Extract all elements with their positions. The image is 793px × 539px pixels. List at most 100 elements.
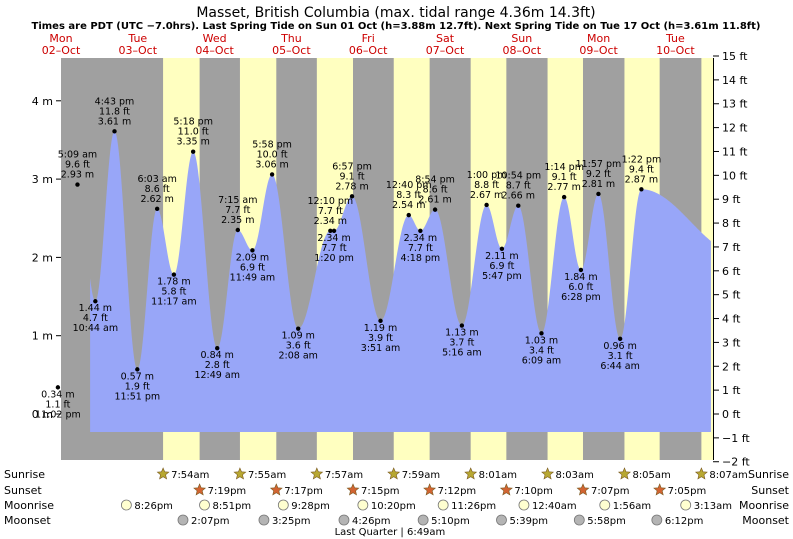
- day-date: 10–Oct: [656, 44, 695, 57]
- tide-label: 7.7 ft: [225, 205, 250, 216]
- day-date: 09–Oct: [579, 44, 618, 57]
- tide-label: 3.61 m: [98, 116, 131, 127]
- day-name: Mon: [587, 32, 610, 45]
- tide-point: [432, 207, 438, 212]
- sunset-time: 7:10pm: [514, 486, 553, 497]
- tide-label: 6.0 ft: [568, 282, 593, 293]
- tide-point: [561, 194, 567, 200]
- moonrise-icon: [357, 499, 369, 511]
- day-name: Sun: [511, 32, 532, 45]
- tide-label: 2.77 m: [547, 182, 580, 193]
- sunset-time: 7:07pm: [591, 486, 630, 497]
- tide-label: 8.8 ft: [474, 180, 499, 191]
- row-label-right: Sunset: [751, 484, 789, 497]
- moonset-icon: [651, 514, 663, 526]
- tide-point: [154, 206, 160, 212]
- tide-label: 8.3 ft: [396, 190, 421, 201]
- day-date: 02–Oct: [42, 44, 81, 57]
- tide-point: [617, 336, 623, 342]
- tide-point: [190, 149, 196, 154]
- tide-point: [269, 172, 275, 177]
- moonset-time: 5:58pm: [587, 516, 626, 527]
- tide-label: 10.0 ft: [257, 149, 288, 160]
- right-tick-label: 1 ft: [722, 384, 741, 397]
- tide-label: 5:16 am: [442, 348, 481, 359]
- tide-label: 11.0 ft: [178, 127, 209, 138]
- row-label-right: Moonset: [742, 514, 789, 527]
- tide-area-path: [90, 131, 711, 432]
- sunset-time: 7:15pm: [361, 486, 400, 497]
- tide-label: 1.09 m: [281, 331, 314, 342]
- tide-label: 1:22 pm: [622, 154, 662, 165]
- tide-point: [406, 212, 411, 218]
- tide-point: [378, 318, 383, 324]
- tide-label: 6:44 am: [600, 361, 639, 372]
- tide-label: 3.9 ft: [368, 333, 393, 344]
- moonset-time: 5:10pm: [431, 516, 470, 527]
- sunrise-time: 7:55am: [248, 470, 286, 481]
- sunset-icon: [346, 483, 360, 496]
- tide-label: 11:57 pm: [576, 159, 622, 170]
- tide-point: [418, 228, 423, 233]
- tide-label: 1.44 m: [79, 303, 112, 314]
- tide-label: 5:18 pm: [173, 117, 213, 128]
- moonrise-time: 3:13am: [694, 501, 732, 512]
- day-headers: Mon02–OctTue03–OctWed04–OctThu05–OctFri0…: [42, 32, 696, 57]
- tide-label: 5:58 pm: [252, 139, 292, 150]
- sunset-icon: [653, 483, 667, 496]
- tide-label: 11:51 pm: [114, 391, 160, 402]
- tide-label: 3.7 ft: [449, 338, 474, 349]
- tide-label: 2.34 m: [317, 233, 350, 244]
- right-tick-label: 10 ft: [722, 169, 748, 182]
- chart-subtitle: Times are PDT (UTC −7.0hrs). Last Spring…: [32, 21, 761, 32]
- tide-point: [296, 326, 301, 331]
- moonset-icon: [338, 514, 350, 526]
- tide-label: 7:15 am: [218, 195, 257, 206]
- tide-label: 0.57 m: [121, 371, 154, 382]
- sunrise-icon: [310, 467, 324, 480]
- axes: 0 m 1 m 2 m 3 m 4 m −2 ft −1 ft 0 ft 1 ft 2 ft 3 f…: [32, 50, 751, 469]
- tide-label: 2.87 m: [625, 174, 658, 185]
- tide-label: 4:18 pm: [401, 253, 441, 264]
- tide-label: 2.61 m: [418, 195, 451, 206]
- sunset-time: 7:05pm: [668, 486, 707, 497]
- tide-point: [331, 228, 337, 233]
- sunrise-time: 7:59am: [402, 470, 440, 481]
- tide-label: 2.34 m: [314, 216, 347, 227]
- tide-label: 11:17 am: [151, 297, 196, 308]
- moonrise-icon: [599, 499, 611, 511]
- sunrise-icon: [694, 467, 708, 480]
- tide-label: 1.1 ft: [45, 399, 70, 410]
- tide-label: 5:47 pm: [482, 271, 522, 282]
- tide-label: 2.35 m: [221, 215, 254, 226]
- tide-label: 7.7 ft: [318, 206, 343, 217]
- tide-point: [171, 272, 177, 277]
- right-tick-label: 3 ft: [722, 336, 741, 349]
- tide-label: 9.2 ft: [586, 169, 611, 180]
- day-name: Tue: [665, 32, 685, 45]
- tide-label: 6.9 ft: [489, 261, 514, 272]
- tide-label: 9.6 ft: [65, 160, 90, 171]
- left-tick-label: 1 m: [32, 330, 53, 343]
- moonrise-time: 9:28pm: [291, 501, 330, 512]
- tide-label: 1.03 m: [525, 335, 558, 346]
- tide-label: 2.93 m: [61, 170, 94, 181]
- tide-label: 2.81 m: [582, 179, 615, 190]
- tide-point: [516, 203, 521, 208]
- right-tick-label: 15 ft: [722, 50, 748, 63]
- right-tick-label: 6 ft: [722, 265, 741, 278]
- sunset-icon: [423, 483, 437, 496]
- day-date: 07–Oct: [426, 44, 465, 57]
- tide-label: 0.96 m: [603, 341, 636, 352]
- row-label-left: Sunset: [4, 484, 42, 497]
- day-date: 03–Oct: [119, 44, 158, 57]
- tide-label: 2.54 m: [392, 200, 425, 211]
- right-tick-label: 13 ft: [722, 98, 748, 111]
- tide-point: [215, 346, 220, 351]
- right-tick-label: 8 ft: [722, 217, 741, 230]
- tide-point: [349, 194, 355, 199]
- sunrise-time: 8:07am: [709, 470, 747, 481]
- tide-point: [639, 187, 644, 192]
- moon-phase-label: Last Quarter | 6:49am: [335, 527, 446, 538]
